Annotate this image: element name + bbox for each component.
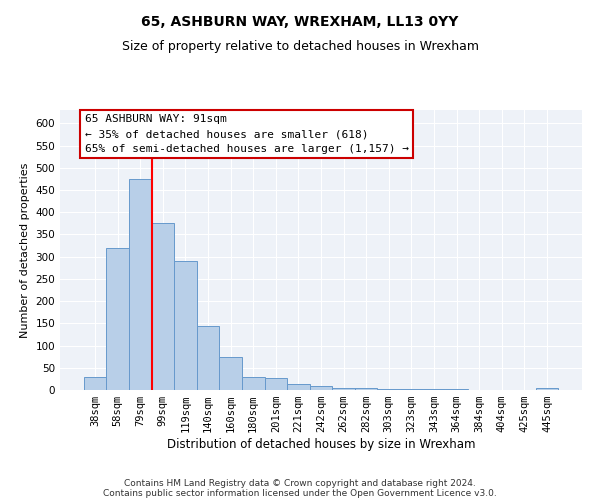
Bar (536, 388, 558, 390)
Bar (129, 179, 152, 390)
Text: Contains HM Land Registry data © Crown copyright and database right 2024.: Contains HM Land Registry data © Crown c… (124, 478, 476, 488)
Text: Contains public sector information licensed under the Open Government Licence v3: Contains public sector information licen… (103, 488, 497, 498)
Text: 65, ASHBURN WAY, WREXHAM, LL13 0YY: 65, ASHBURN WAY, WREXHAM, LL13 0YY (142, 15, 458, 29)
X-axis label: Distribution of detached houses by size in Wrexham: Distribution of detached houses by size … (167, 438, 475, 451)
Bar (355, 388, 377, 390)
Bar (265, 378, 287, 390)
Bar (220, 356, 242, 390)
Bar (400, 388, 422, 390)
Bar (242, 376, 265, 390)
Bar (445, 389, 468, 390)
Bar (287, 384, 310, 390)
Text: Size of property relative to detached houses in Wrexham: Size of property relative to detached ho… (121, 40, 479, 53)
Bar (106, 248, 129, 390)
Bar (174, 261, 197, 390)
Bar (332, 388, 355, 390)
Y-axis label: Number of detached properties: Number of detached properties (20, 162, 30, 338)
Bar (377, 388, 400, 390)
Bar (152, 224, 174, 390)
Bar (197, 326, 220, 390)
Text: 65 ASHBURN WAY: 91sqm
← 35% of detached houses are smaller (618)
65% of semi-det: 65 ASHBURN WAY: 91sqm ← 35% of detached … (85, 114, 409, 154)
Bar (310, 386, 332, 390)
Bar (422, 388, 445, 390)
Bar (84, 376, 106, 390)
